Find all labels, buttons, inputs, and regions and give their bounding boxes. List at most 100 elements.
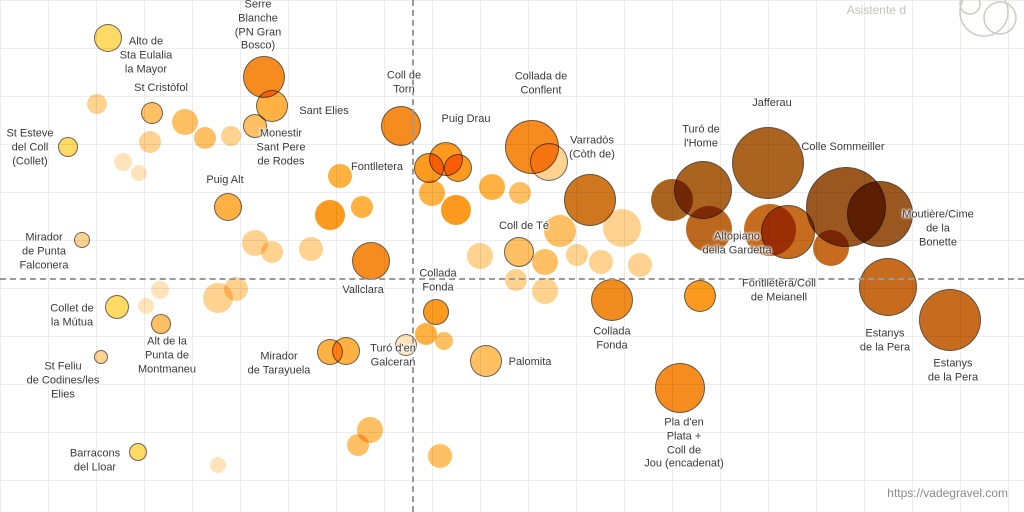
vadegravel-link[interactable]: https://vadegravel.com xyxy=(887,486,1008,500)
bubble[interactable] xyxy=(210,457,226,473)
assistant-text: Asistente d xyxy=(846,3,906,17)
point-label: Colle Sommeiller xyxy=(801,141,885,154)
bubble[interactable] xyxy=(603,209,641,247)
bubble[interactable] xyxy=(114,153,132,171)
bubble[interactable] xyxy=(131,165,147,181)
bubble[interactable] xyxy=(138,298,154,314)
bubble-mirador-de-punta-falconera[interactable] xyxy=(74,232,90,248)
point-label: St Feliu de Codines/les Elies xyxy=(26,360,100,400)
bubble[interactable] xyxy=(351,196,373,218)
bubble-st-crist-fol[interactable] xyxy=(141,102,163,124)
bubble[interactable] xyxy=(347,434,369,456)
point-label: Pla d'en Plata + Coll de Jou (encadenat) xyxy=(644,416,724,470)
bubble-collet-de-la-m-tua[interactable] xyxy=(105,295,129,319)
bubble[interactable] xyxy=(221,126,241,146)
point-label: Puig Drau xyxy=(441,113,491,126)
point-label: Estanys de la Pera xyxy=(927,357,979,383)
bubble[interactable] xyxy=(532,249,558,275)
bubble[interactable] xyxy=(151,281,169,299)
bubble[interactable] xyxy=(194,127,216,149)
crosshair-horizontal-line xyxy=(0,278,1024,280)
bubble-mouti-re-cime-de-la-bonette[interactable] xyxy=(847,181,913,247)
point-label: Coll de Torn xyxy=(386,69,422,95)
bubble-tur-d-en-galceran[interactable] xyxy=(332,337,360,365)
point-label: Collada de Conflent xyxy=(514,70,568,96)
point-label: Turó de l'Home xyxy=(682,123,720,149)
point-label: Alt de la Punta de Montmaneu xyxy=(137,335,197,375)
logo-circles-icon xyxy=(959,0,1017,37)
bubble[interactable] xyxy=(813,230,849,266)
bubble[interactable] xyxy=(467,243,493,269)
bubble[interactable] xyxy=(686,206,732,252)
bubble-jafferau[interactable] xyxy=(732,127,804,199)
point-label: St Esteve del Coll (Collet) xyxy=(6,127,54,167)
bubble-monestir-sant-pere-de-rodes[interactable] xyxy=(243,114,267,138)
bubble[interactable] xyxy=(172,109,198,135)
bubble[interactable] xyxy=(530,143,568,181)
bubble[interactable] xyxy=(628,253,652,277)
bubble[interactable] xyxy=(261,241,283,263)
bubble[interactable] xyxy=(505,269,527,291)
point-label: Estanys de la Pera xyxy=(859,327,911,353)
bubble[interactable] xyxy=(544,215,576,247)
point-label: Fontlletera xyxy=(351,161,403,174)
bubble-barracons-del-lloar[interactable] xyxy=(129,443,147,461)
point-label: Serre Blanche (PN Gran Bosco) xyxy=(234,0,282,52)
point-label: Alto de Sta Eulalia la Mayor xyxy=(119,35,173,75)
bubble[interactable] xyxy=(744,204,796,256)
point-label: Mirador de Tarayuela xyxy=(247,350,311,376)
bubble-st-esteve-del-coll-collet[interactable] xyxy=(58,137,78,157)
bubble-vallclara[interactable] xyxy=(352,242,390,280)
bubble-st-feliu-de-codines-les-elies[interactable] xyxy=(94,350,108,364)
point-label: Jafferau xyxy=(752,97,792,110)
bubble[interactable] xyxy=(299,237,323,261)
bubble[interactable] xyxy=(395,334,417,356)
bubble[interactable] xyxy=(509,182,531,204)
bubble[interactable] xyxy=(441,195,471,225)
point-label: Palomita xyxy=(508,356,552,369)
point-label: St Cristòfol xyxy=(134,82,188,95)
bubble-palomita[interactable] xyxy=(470,345,502,377)
point-label: Mirador de Punta Falconera xyxy=(19,231,69,271)
bubble-coll-de-t[interactable] xyxy=(504,237,534,267)
bubble[interactable] xyxy=(419,180,445,206)
bubble-alto-de-sta-eulalia-la-mayor[interactable] xyxy=(94,24,122,52)
bubble-puig-alt[interactable] xyxy=(214,193,242,221)
crosshair-vertical-line xyxy=(412,0,414,512)
bubble[interactable] xyxy=(139,131,161,153)
bubble[interactable] xyxy=(224,277,248,301)
bubble[interactable] xyxy=(328,164,352,188)
bubble-collada-fonda[interactable] xyxy=(423,299,449,325)
bubble-alt-de-la-punta-de-montmaneu[interactable] xyxy=(151,314,171,334)
point-label: Vallclara xyxy=(342,284,384,297)
bubble[interactable] xyxy=(651,179,693,221)
bubble[interactable] xyxy=(435,332,453,350)
bubble-fontlletera[interactable] xyxy=(414,153,444,183)
bubble[interactable] xyxy=(87,94,107,114)
point-label: Coll de Té xyxy=(499,220,549,233)
bubble-fontlletera-coll-de-meianell[interactable] xyxy=(684,280,716,312)
bubble-estanys-de-la-pera[interactable] xyxy=(919,289,981,351)
point-label: Barracons del Lloar xyxy=(69,447,121,473)
point-label: Puig Alt xyxy=(206,174,244,187)
bubble-coll-de-torn[interactable] xyxy=(381,106,421,146)
bubble[interactable] xyxy=(415,323,437,345)
point-label: Collet de la Mútua xyxy=(50,302,94,328)
bubble[interactable] xyxy=(479,174,505,200)
bubble[interactable] xyxy=(589,250,613,274)
bubble-collada-fonda[interactable] xyxy=(591,279,633,321)
bubble[interactable] xyxy=(566,244,588,266)
point-label: Collada Fonda xyxy=(593,325,631,351)
bubble-estanys-de-la-pera[interactable] xyxy=(859,258,917,316)
bubble[interactable] xyxy=(315,200,345,230)
bubble[interactable] xyxy=(428,444,452,468)
point-label: Collada Fonda xyxy=(419,267,457,293)
point-label: Sant Elies xyxy=(299,105,349,118)
point-label: Varradòs (Còth de) xyxy=(569,134,615,160)
bubble-pla-d-en-plata-coll-de-jou-encadenat[interactable] xyxy=(655,363,705,413)
point-label: Fontlletera/Coll de Meianell xyxy=(742,277,816,303)
bubble[interactable] xyxy=(532,278,558,304)
bubble[interactable] xyxy=(444,154,472,182)
